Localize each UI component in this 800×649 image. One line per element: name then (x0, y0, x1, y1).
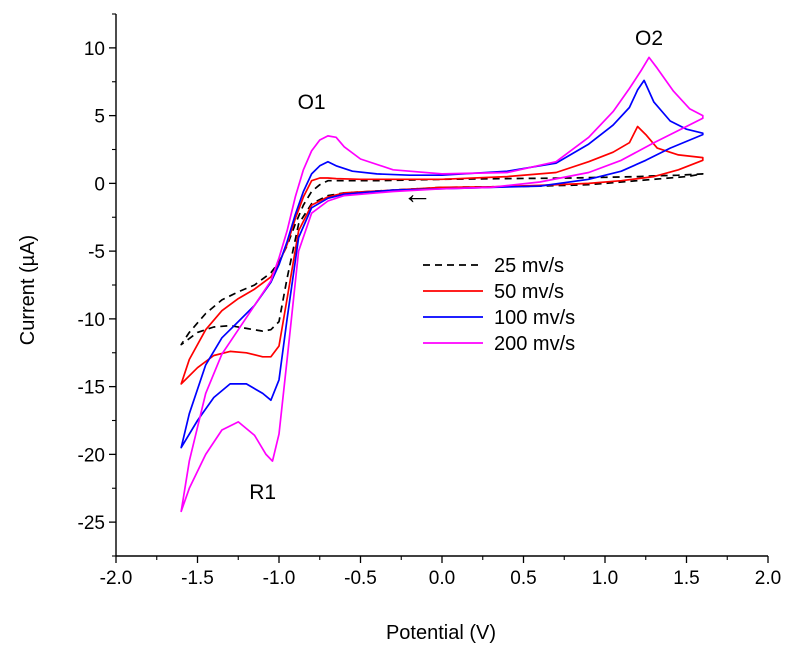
x-tick-label: 0.0 (429, 568, 455, 589)
peak-label-o1: O1 (298, 91, 326, 114)
y-tick-label: -5 (88, 242, 105, 263)
series-line-3 (180, 56, 704, 513)
y-tick-label: -20 (78, 445, 105, 466)
series-curves (180, 56, 704, 513)
x-tick-label: -0.5 (344, 568, 377, 589)
axes (115, 14, 768, 557)
x-tick-label: -2.0 (100, 568, 133, 589)
y-tick-label: 0 (94, 174, 105, 195)
x-tick-label: 1.5 (673, 568, 699, 589)
y-tick-label: -15 (78, 378, 105, 399)
x-tick-label: 1.0 (592, 568, 618, 589)
series-line-2 (180, 79, 704, 449)
legend-label-2: 100 mv/s (494, 307, 575, 329)
x-tick-label: 0.5 (510, 568, 536, 589)
legend: 25 mv/s 50 mv/s 100 mv/s 200 mv/s (423, 255, 575, 355)
peak-label-o2: O2 (635, 27, 663, 50)
x-axis-title: Potential (V) (386, 622, 496, 644)
axis-ticks (109, 13, 769, 563)
series-line-0 (180, 173, 704, 346)
x-tick-label: -1.5 (181, 568, 214, 589)
y-tick-label: -10 (78, 310, 105, 331)
legend-label-0: 25 mv/s (494, 255, 564, 277)
y-tick-label: -25 (78, 513, 105, 534)
series-line-1 (180, 125, 704, 385)
y-tick-label: 5 (94, 107, 105, 128)
peak-annotations: O1 O2 R1 ← (249, 27, 663, 504)
peak-label-r1: R1 (249, 481, 276, 504)
legend-label-3: 200 mv/s (494, 333, 575, 355)
tick-labels: -2.0 -1.5 -1.0 -0.5 0.0 0.5 1.0 1.5 2.0 -25 -20 -15… (78, 39, 782, 589)
scan-direction-arrow: ← (403, 178, 433, 211)
y-tick-label: 10 (84, 39, 105, 60)
legend-label-1: 50 mv/s (494, 281, 564, 303)
x-tick-label: -1.0 (263, 568, 296, 589)
y-axis-title: Current (µA) (17, 235, 39, 345)
x-tick-label: 2.0 (755, 568, 781, 589)
